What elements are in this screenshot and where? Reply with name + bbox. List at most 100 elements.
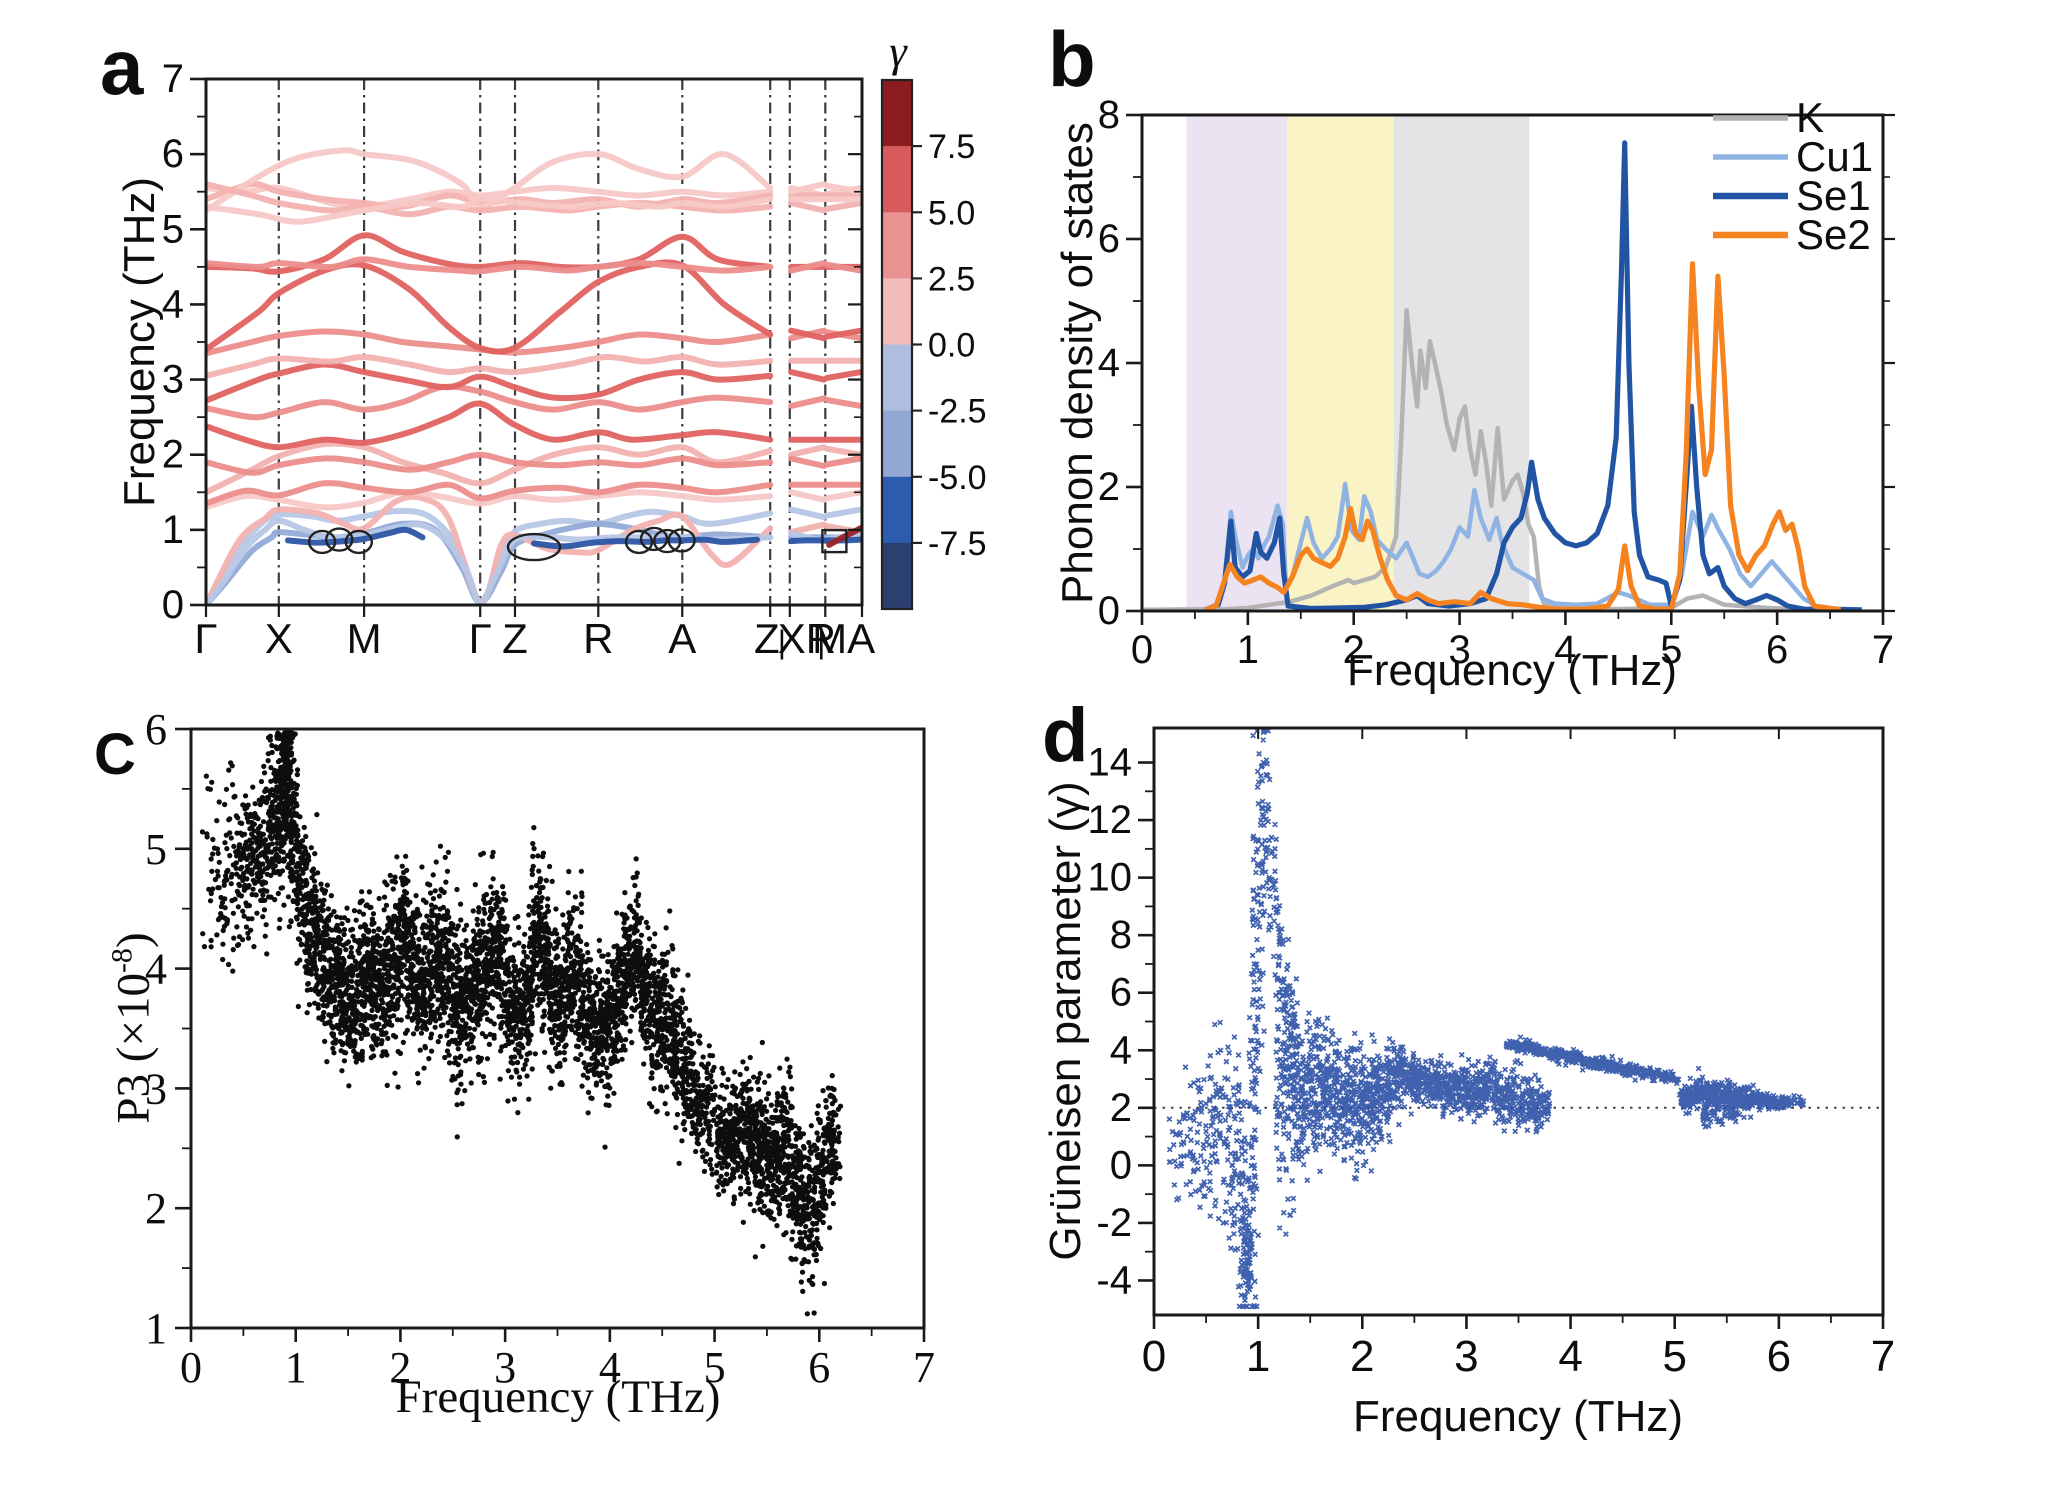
colorbar-tick-label: 0.0 xyxy=(928,327,975,365)
legend-label-Se1: Se1 xyxy=(1796,172,1871,219)
tick-label: 3 xyxy=(145,1064,167,1113)
tick-label: 0 xyxy=(1131,628,1153,672)
tick-label: 6 xyxy=(1110,971,1132,1015)
tick-label: 6 xyxy=(808,1343,830,1392)
tick-label: 1 xyxy=(1246,1332,1270,1381)
tick-label: 14 xyxy=(1088,741,1133,785)
panel-d-letter: d xyxy=(1042,693,1089,778)
panel-b-letter: b xyxy=(1048,15,1096,103)
phonon-bands xyxy=(206,147,862,605)
tick-label: 5 xyxy=(704,1343,726,1392)
dos-curve-Cu1 xyxy=(1204,481,1862,611)
tick-label: 2 xyxy=(145,1184,167,1233)
colorbar-tick-label: -2.5 xyxy=(928,393,987,431)
p3-scatter xyxy=(199,730,844,1317)
tick-label: 5 xyxy=(1660,628,1682,672)
tick-label: 2 xyxy=(1343,628,1365,672)
panel-a-ylabel: Frequency (THz) xyxy=(115,176,164,508)
band-highlight-ellipse xyxy=(307,529,337,555)
tick-label: 6 xyxy=(145,705,167,754)
band-highlight-ellipse xyxy=(624,529,654,555)
tick-label: 6 xyxy=(162,132,184,176)
tick-label: 4 xyxy=(1098,341,1120,385)
panel-c-ylabel: P3 (×10-8) xyxy=(106,932,161,1123)
panel-c-letter: C xyxy=(94,722,136,787)
kpoint-label: Z xyxy=(502,615,528,662)
tick-label: 7 xyxy=(1871,1332,1895,1381)
panel-c-xlabel: Frequency (THz) xyxy=(395,1371,721,1423)
tick-label: 8 xyxy=(1110,913,1132,957)
panel-c-ylabel-main: P3 (×10 xyxy=(107,973,160,1124)
tick-label: 2 xyxy=(1350,1332,1374,1381)
kpoint-label: | xyxy=(778,624,786,660)
tick-label: 2 xyxy=(389,1343,411,1392)
legend-label-Cu1: Cu1 xyxy=(1796,133,1873,180)
kpoint-label: XR xyxy=(778,615,836,662)
tick-label: 1 xyxy=(162,508,184,552)
band-highlight-ellipse xyxy=(667,528,696,553)
colorbar-tick-label: 2.5 xyxy=(928,260,975,298)
kpoint-label: | xyxy=(817,624,825,660)
panel-b-xlabel: Frequency (THz) xyxy=(1346,646,1678,695)
tick-label: 4 xyxy=(162,282,184,326)
band-highlight-ellipse xyxy=(653,528,682,554)
legend-label-K: K xyxy=(1796,94,1824,141)
gamma-colorbar: 7.5 5.0 2.5 0.0 -2.5 -5.0 -7.5 xyxy=(880,78,987,611)
tick-label: 7 xyxy=(913,1343,935,1392)
tick-label: 0 xyxy=(1142,1332,1166,1381)
panel-d-ylabel: Grüneisen parameter (γ) xyxy=(1041,781,1090,1261)
band-highlight-square xyxy=(821,528,848,554)
colorbar-tick-label: -5.0 xyxy=(928,459,987,497)
kpoint-label: Γ xyxy=(469,615,492,662)
colorbar-title: γ xyxy=(889,27,907,76)
tick-label: 6 xyxy=(1766,628,1788,672)
tick-label: -4 xyxy=(1096,1258,1132,1302)
tick-label: 4 xyxy=(599,1343,621,1392)
tick-label: 7 xyxy=(1872,628,1894,672)
tick-label: 7 xyxy=(162,57,184,101)
tick-label: 2 xyxy=(1110,1086,1132,1130)
tick-label: 0 xyxy=(180,1343,202,1392)
colorbar-tick-label: -7.5 xyxy=(928,525,987,563)
colorbar-tick-label: 7.5 xyxy=(928,128,975,166)
kpoint-label: Γ xyxy=(194,615,217,662)
dos-curve-Se1 xyxy=(1204,140,1862,611)
kpoint-label: R xyxy=(583,615,613,662)
panel-d-xlabel: Frequency (THz) xyxy=(1352,1392,1684,1441)
tick-label: 0 xyxy=(1098,589,1120,633)
colorbar-tick-label: 5.0 xyxy=(928,194,975,232)
tick-label: 6 xyxy=(1767,1332,1791,1381)
tick-label: 12 xyxy=(1088,798,1133,842)
kpoint-label: Z xyxy=(754,615,780,662)
tick-label: 3 xyxy=(162,358,184,402)
tick-label: 3 xyxy=(1454,1332,1478,1381)
band-highlight-ellipse xyxy=(344,529,373,555)
tick-label: 5 xyxy=(145,825,167,874)
tick-label: 3 xyxy=(494,1343,516,1392)
dos-curve-Se2 xyxy=(1204,261,1842,611)
panel-c-ylabel-sup: -8 xyxy=(105,948,139,974)
tick-label: 2 xyxy=(1098,465,1120,509)
tick-label: 3 xyxy=(1448,628,1470,672)
tick-label: 4 xyxy=(1554,628,1576,672)
gruneisen-scatter xyxy=(1166,728,1807,1310)
tick-label: 2 xyxy=(162,433,184,477)
tick-label: 1 xyxy=(1237,628,1259,672)
kpoint-label: A xyxy=(668,615,696,662)
tick-label: -2 xyxy=(1096,1201,1132,1245)
tick-label: 1 xyxy=(145,1304,167,1353)
tick-label: 6 xyxy=(1098,217,1120,261)
tick-label: 8 xyxy=(1098,93,1120,137)
tick-label: 4 xyxy=(145,945,167,994)
legend-label-Se2: Se2 xyxy=(1796,211,1871,258)
kpoint-label: M xyxy=(347,615,382,662)
tick-label: 5 xyxy=(162,207,184,251)
tick-label: 4 xyxy=(1558,1332,1582,1381)
panel-a-letter: a xyxy=(100,23,144,111)
